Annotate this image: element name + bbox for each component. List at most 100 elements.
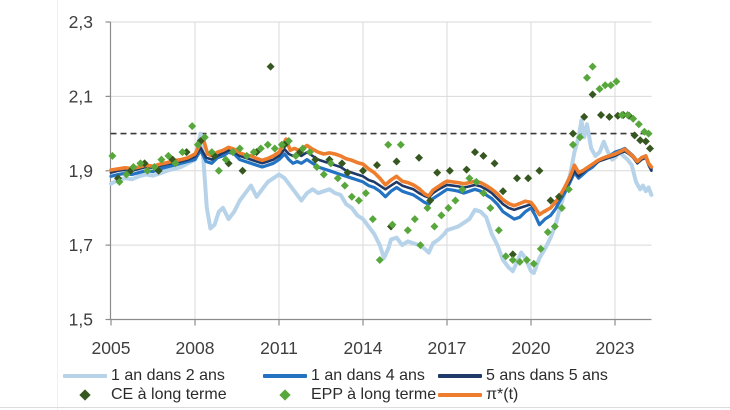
- legend-line-marker-navy: [438, 374, 482, 378]
- y-tick-label: 1,5: [69, 310, 93, 330]
- series-diamond-3: [569, 129, 577, 138]
- series-diamond-4: [472, 177, 481, 186]
- series-diamond-4: [178, 148, 187, 157]
- legend-item-5ans5ans: 5 ans dans 5 ans: [438, 366, 608, 386]
- series-diamond-3: [588, 90, 597, 99]
- series-diamond-3: [311, 155, 320, 164]
- series-diamond-3: [499, 187, 507, 196]
- series-diamond-3: [266, 62, 275, 71]
- series-diamond-4: [606, 81, 615, 90]
- series-diamond-4: [263, 140, 272, 149]
- y-tick-label: 2,1: [69, 86, 93, 106]
- legend-label: 1 an dans 2 ans: [111, 367, 225, 384]
- series-diamond-4: [601, 81, 610, 90]
- series-diamond-4: [479, 189, 488, 198]
- series-diamond-3: [636, 136, 645, 145]
- series-diamond-4: [312, 163, 321, 172]
- series-diamond-3: [513, 174, 521, 183]
- legend-item-ce-long-terme: CE à long terme: [63, 385, 227, 405]
- series-diamond-4: [644, 129, 653, 138]
- series-diamond-4: [193, 140, 202, 149]
- series-diamond-4: [458, 185, 467, 194]
- series-diamond-4: [543, 228, 552, 237]
- series-diamond-3: [580, 112, 589, 121]
- legend-diamond-marker-green: [279, 389, 291, 401]
- x-tick-label: 2005: [92, 338, 131, 358]
- series-diamond-3: [392, 157, 401, 166]
- series-diamond-3: [182, 148, 191, 157]
- series-diamond-4: [396, 140, 405, 149]
- series-diamond-4: [214, 166, 223, 175]
- series-diamond-4: [200, 133, 209, 142]
- series-diamond-4: [242, 151, 251, 160]
- x-tick-label: 2017: [428, 338, 467, 358]
- series-diamond-4: [612, 77, 621, 86]
- series-diamond-4: [629, 114, 638, 123]
- series-diamond-3: [140, 159, 149, 168]
- legend-item-1an2ans: 1 an dans 2 ans: [63, 366, 225, 386]
- series-diamond-3: [462, 165, 471, 174]
- series-diamond-3: [338, 159, 346, 168]
- legend-line-marker-light-blue: [63, 374, 107, 378]
- series-diamond-4: [515, 257, 524, 266]
- y-tick-label: 1,7: [69, 235, 93, 255]
- series-diamond-3: [426, 196, 435, 205]
- series-diamond-3: [646, 144, 654, 153]
- series-diamond-4: [437, 211, 446, 220]
- series-line-2: [109, 146, 653, 215]
- series-diamond-3: [445, 166, 454, 175]
- series-diamond-3: [597, 110, 605, 119]
- series-diamond-4: [298, 144, 307, 153]
- series-diamond-4: [423, 203, 432, 212]
- series-diamond-4: [235, 144, 244, 153]
- series-diamond-4: [249, 148, 258, 157]
- x-tick-label: 2023: [596, 338, 635, 358]
- series-diamond-4: [588, 62, 597, 71]
- legend-line-marker-orange: [438, 393, 482, 397]
- series-diamond-3: [605, 112, 614, 121]
- series-diamond-3: [415, 153, 423, 162]
- legend-diamond-marker-dark-green: [79, 389, 91, 401]
- series-diamond-4: [494, 226, 503, 235]
- series-diamond-4: [108, 151, 117, 160]
- series-diamond-3: [630, 131, 639, 140]
- series-diamond-3: [238, 166, 247, 175]
- series-diamond-4: [368, 215, 377, 224]
- series-diamond-4: [188, 122, 197, 131]
- series-diamond-4: [550, 222, 559, 231]
- series-line-0: [109, 118, 654, 275]
- bottom-divider: [0, 407, 730, 408]
- x-tick-label: 2011: [260, 338, 298, 358]
- legend-label: 1 an dans 4 ans: [311, 367, 425, 384]
- series-diamond-3: [433, 168, 442, 177]
- series-diamond-4: [129, 163, 138, 172]
- series-diamond-3: [359, 166, 367, 175]
- page-margin-divider: [57, 0, 58, 410]
- series-diamond-4: [277, 140, 286, 149]
- series-diamond-4: [618, 110, 626, 119]
- series-diamond-3: [555, 192, 563, 201]
- series-diamond-4: [319, 170, 328, 179]
- series-diamond-4: [143, 166, 152, 175]
- series-diamond-4: [375, 256, 384, 264]
- series-diamond-4: [305, 148, 314, 157]
- series-diamond-4: [384, 140, 393, 149]
- legend-item-1an4ans: 1 an dans 4 ans: [263, 366, 425, 386]
- inflation-expectations-line-chart: 1,5 1,7 1,9 2,1 2,3 2005 2008 2011 2014 2017 2020 2…: [69, 12, 654, 358]
- series-diamond-4: [284, 137, 293, 145]
- series-diamond-3: [490, 159, 499, 168]
- series-diamond-4: [465, 174, 474, 183]
- series-diamond-4: [291, 151, 300, 160]
- series-diamond-4: [486, 203, 495, 212]
- legend-label: π*(t): [486, 386, 519, 403]
- series-diamond-4: [444, 203, 453, 212]
- series-diamond-4: [569, 140, 577, 149]
- y-tick-label: 2,3: [69, 12, 93, 32]
- series-diamond-3: [535, 166, 544, 175]
- x-tick-label: 2020: [512, 338, 551, 358]
- legend-line-marker-blue: [263, 374, 307, 378]
- series-diamond-4: [451, 196, 460, 205]
- series-diamond-4: [256, 144, 265, 153]
- series-diamond-4: [150, 163, 159, 172]
